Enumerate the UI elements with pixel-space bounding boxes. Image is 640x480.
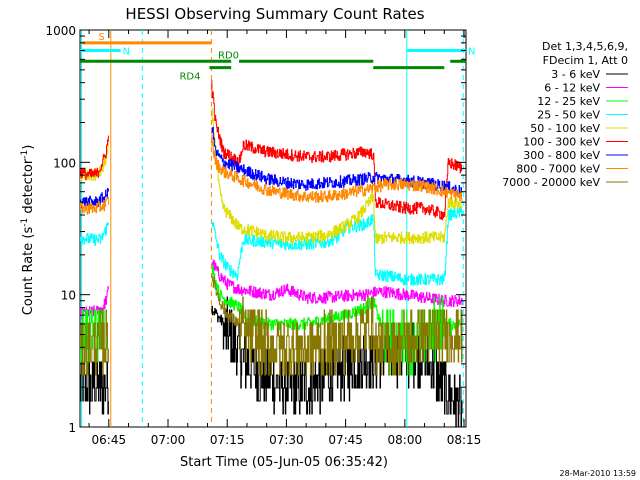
x-tick-label-2: 07:15 xyxy=(210,433,245,447)
series-line-8-post xyxy=(211,274,463,376)
series-line-4-post xyxy=(211,108,463,245)
legend-entry-8: 7000 - 20000 keV xyxy=(502,176,600,189)
series-line-3-post xyxy=(211,206,463,286)
event-label-3: RD0 xyxy=(218,50,239,61)
x-tick-label-4: 07:45 xyxy=(328,433,363,447)
legend-entry-2: 12 - 25 keV xyxy=(537,95,600,108)
chart-title: HESSI Observing Summary Count Rates xyxy=(125,5,424,23)
y-tick-label-2: 100 xyxy=(53,156,76,170)
legend-entry-1: 6 - 12 keV xyxy=(544,82,600,95)
series-line-5-pre xyxy=(80,135,109,181)
x-axis-label: Start Time (05-Jun-05 06:35:42) xyxy=(180,455,388,470)
legend-entry-5: 100 - 300 keV xyxy=(523,136,600,149)
x-tick-label-6: 08:15 xyxy=(447,433,482,447)
y-tick-label-3: 1000 xyxy=(45,24,76,38)
legend: Det 1,3,4,5,6,9, FDecim 1, Att 0 3 - 6 k… xyxy=(502,40,628,189)
series-line-8-pre xyxy=(80,309,109,376)
legend-header-line-1: Det 1,3,4,5,6,9, xyxy=(542,40,628,53)
x-tick-label-5: 08:00 xyxy=(388,433,423,447)
event-label-2: N xyxy=(468,46,475,57)
legend-entry-3: 25 - 50 keV xyxy=(537,109,600,122)
plot-frame xyxy=(79,29,467,428)
legend-entry-0: 3 - 6 keV xyxy=(551,68,600,81)
y-tick-label-0: 1 xyxy=(68,421,76,435)
series-line-1-post xyxy=(211,259,463,308)
x-tick-label-3: 07:30 xyxy=(269,433,304,447)
event-label-4: RD4 xyxy=(179,72,200,83)
event-label-1: N xyxy=(123,46,130,57)
x-tick-label-1: 07:00 xyxy=(151,433,186,447)
legend-entry-7: 800 - 7000 keV xyxy=(516,163,600,176)
y-tick-label-1: 10 xyxy=(61,289,76,303)
series-line-3-pre xyxy=(80,222,109,246)
y-axis-label: Count Rate (s-1 detector-1) xyxy=(20,145,36,316)
x-tick-label-0: 06:45 xyxy=(92,433,127,447)
event-label-0: S xyxy=(98,32,104,43)
legend-entry-4: 50 - 100 keV xyxy=(530,122,600,135)
series-line-5-post xyxy=(211,79,463,221)
series-line-7-post xyxy=(211,134,463,203)
series-line-7-pre xyxy=(80,197,109,215)
plot-area: S N N RD0 RD4 xyxy=(79,29,475,428)
timestamp: 28-Mar-2010 13:59 xyxy=(560,469,637,478)
legend-entry-6: 300 - 800 keV xyxy=(523,149,600,162)
legend-header-line-2: FDecim 1, Att 0 xyxy=(543,54,628,67)
